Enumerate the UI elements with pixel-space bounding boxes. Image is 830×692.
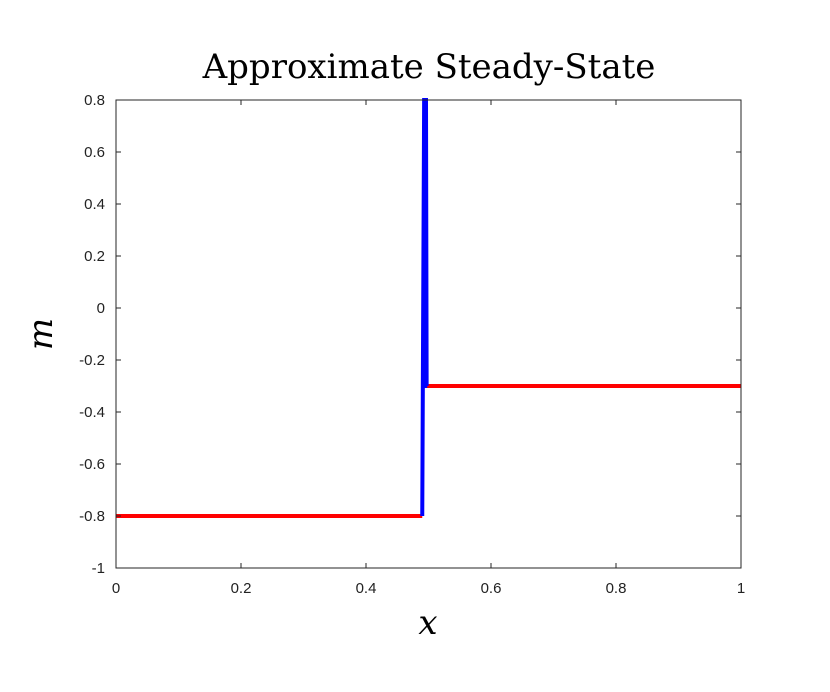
y-tick-label: 0.8	[84, 92, 105, 109]
y-tick-label: -0.6	[79, 456, 105, 473]
plot-frame	[115, 99, 742, 569]
x-axis-label: x	[418, 603, 437, 643]
x-tick-label: 0.8	[606, 580, 627, 597]
y-axis-ticks: 0.8 0.6 0.4 0.2 0 -0.2 -0.4 -0.6 -0.8 -1	[79, 92, 741, 577]
y-tick-label: -0.4	[79, 404, 105, 421]
x-axis-ticks: 0 0.2 0.4 0.6 0.8 1	[112, 100, 745, 597]
y-tick-label: -1	[92, 560, 105, 577]
x-tick-label: 0.2	[231, 580, 252, 597]
x-tick-label: 1	[737, 580, 745, 597]
x-tick-label: 0.4	[356, 580, 377, 597]
x-tick-label: 0	[112, 580, 120, 597]
y-tick-label: -0.8	[79, 508, 105, 525]
chart-title: Approximate Steady-State	[202, 47, 656, 87]
y-axis-label: m	[21, 318, 61, 350]
y-tick-label: 0.6	[84, 144, 105, 161]
y-tick-label: 0	[97, 300, 105, 317]
x-tick-label: 0.6	[481, 580, 502, 597]
y-tick-label: 0.2	[84, 248, 105, 265]
y-tick-label: -0.2	[79, 352, 105, 369]
y-tick-label: 0.4	[84, 196, 105, 213]
